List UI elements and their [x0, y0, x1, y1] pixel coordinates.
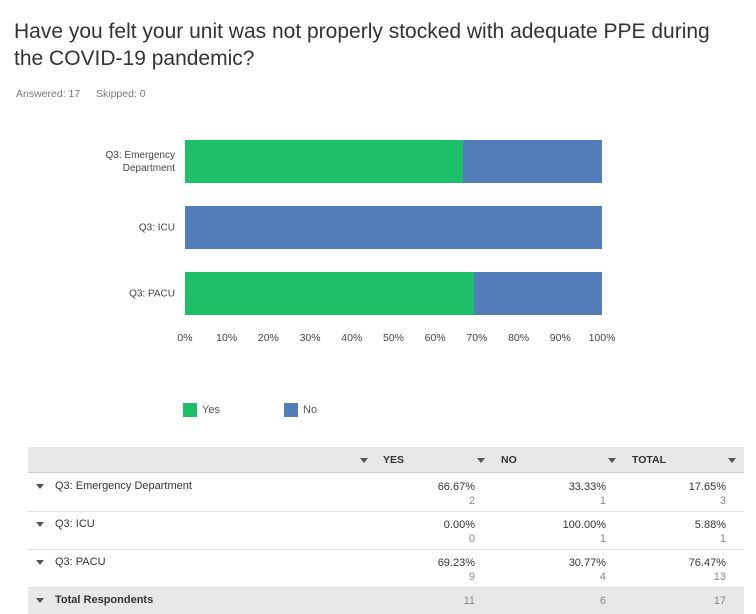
count: 1: [599, 495, 606, 507]
percent: 76.47%: [688, 557, 726, 569]
x-tick-label: 70%: [466, 332, 488, 344]
percent: 17.65%: [688, 481, 726, 493]
count: 13: [713, 571, 726, 583]
sort-icon[interactable]: [477, 458, 485, 463]
total-row: [28, 588, 744, 614]
row-label: Q3: Emergency Department: [55, 480, 192, 492]
legend-swatch[interactable]: [284, 403, 298, 417]
question-title: Have you felt your unit was not properly…: [14, 20, 710, 70]
x-tick-label: 0%: [177, 332, 193, 344]
column-header: TOTAL: [632, 454, 667, 466]
count: 3: [719, 495, 726, 507]
answered-count: Answered: 17: [16, 88, 81, 100]
category-label: Q3: PACU: [129, 288, 175, 299]
category-label: Q3: ICU: [138, 222, 175, 233]
total-label: Total Respondents: [55, 594, 154, 606]
sort-icon[interactable]: [608, 458, 616, 463]
legend-label: Yes: [202, 404, 220, 416]
x-tick-label: 40%: [341, 332, 363, 344]
count: 2: [468, 495, 475, 507]
bar-segment: [473, 272, 602, 315]
x-tick-label: 60%: [424, 332, 446, 344]
count: 1: [599, 533, 606, 545]
percent: 30.77%: [568, 557, 606, 569]
total-count: 17: [713, 595, 726, 607]
legend-label: No: [303, 404, 318, 416]
bar-segment: [463, 140, 602, 183]
expand-icon[interactable]: [36, 522, 44, 527]
x-tick-label: 20%: [257, 332, 279, 344]
count: 4: [599, 571, 606, 583]
percent: 66.67%: [437, 481, 475, 493]
expand-icon[interactable]: [36, 560, 44, 565]
expand-icon[interactable]: [36, 484, 44, 489]
bar-segment: [185, 272, 474, 315]
column-header: NO: [501, 454, 517, 466]
x-tick-label: 100%: [588, 332, 616, 344]
total-count: 11: [463, 595, 475, 607]
table-header: [28, 447, 744, 473]
expand-icon[interactable]: [36, 598, 44, 603]
table-row: [28, 512, 744, 550]
x-tick-label: 30%: [299, 332, 321, 344]
percent: 33.33%: [568, 481, 606, 493]
percent: 100.00%: [562, 519, 606, 531]
category-label: Q3: Emergency Department: [105, 149, 175, 174]
percent: 0.00%: [443, 519, 475, 531]
count: 0: [468, 533, 475, 545]
percent: 5.88%: [694, 519, 726, 531]
table-row: [28, 550, 744, 588]
sort-icon[interactable]: [360, 458, 368, 463]
table-row: [28, 474, 744, 512]
x-tick-label: 10%: [216, 332, 238, 344]
legend-swatch[interactable]: [183, 403, 197, 417]
x-tick-label: 80%: [508, 332, 530, 344]
skipped-count: Skipped: 0: [96, 88, 146, 100]
bar-segment: [185, 206, 602, 249]
column-header: YES: [383, 454, 405, 466]
x-tick-label: 50%: [382, 332, 404, 344]
total-count: 6: [599, 595, 606, 607]
percent: 69.23%: [437, 557, 475, 569]
count: 9: [468, 571, 475, 583]
x-tick-label: 90%: [549, 332, 571, 344]
count: 1: [719, 533, 726, 545]
row-label: Q3: PACU: [55, 556, 106, 568]
row-label: Q3: ICU: [55, 518, 95, 530]
sort-icon[interactable]: [728, 458, 736, 463]
bar-segment: [185, 140, 463, 183]
